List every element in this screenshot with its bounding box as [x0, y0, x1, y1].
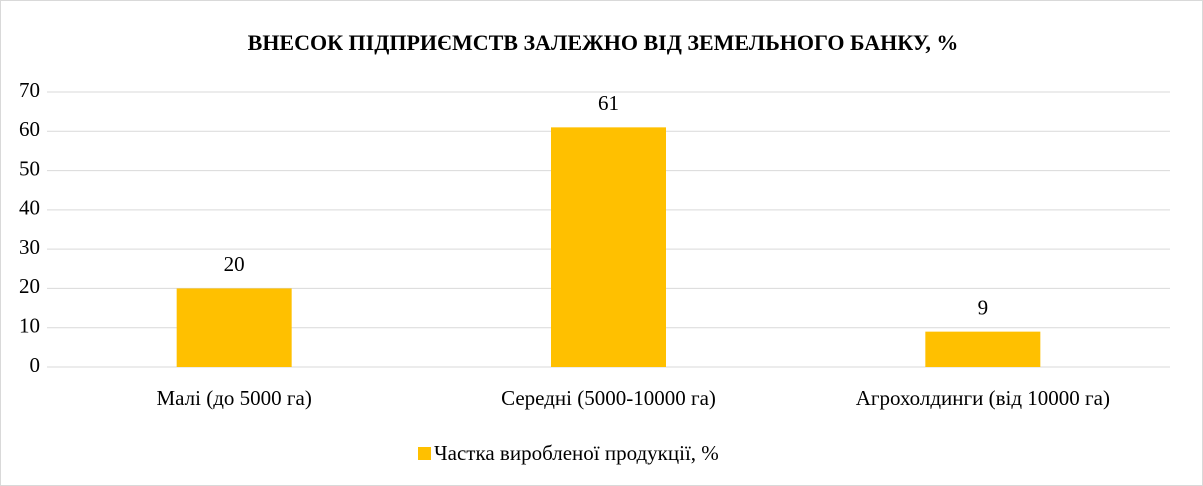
y-tick-label: 50 — [19, 156, 40, 180]
legend-swatch — [418, 447, 431, 460]
data-label: 20 — [224, 252, 245, 276]
y-tick-label: 10 — [19, 314, 40, 338]
data-label: 9 — [978, 295, 989, 319]
x-tick-label: Малі (до 5000 га) — [156, 386, 311, 410]
x-tick-label: Агрохолдинги (від 10000 га) — [856, 386, 1110, 410]
data-label: 61 — [598, 91, 619, 115]
y-tick-label: 70 — [19, 78, 40, 102]
y-tick-label: 40 — [19, 196, 40, 220]
bar — [925, 331, 1041, 367]
x-tick-label: Середні (5000-10000 га) — [501, 386, 716, 410]
legend-label: Частка виробленої продукції, % — [434, 441, 719, 465]
bar — [176, 288, 292, 367]
y-tick-label: 60 — [19, 117, 40, 141]
chart-title: ВНЕСОК ПІДПРИЄМСТВ ЗАЛЕЖНО ВІД ЗЕМЕЛЬНОГ… — [248, 30, 959, 55]
y-tick-label: 0 — [30, 353, 41, 377]
y-tick-label: 30 — [19, 235, 40, 259]
y-tick-label: 20 — [19, 274, 40, 298]
bar — [551, 127, 666, 367]
